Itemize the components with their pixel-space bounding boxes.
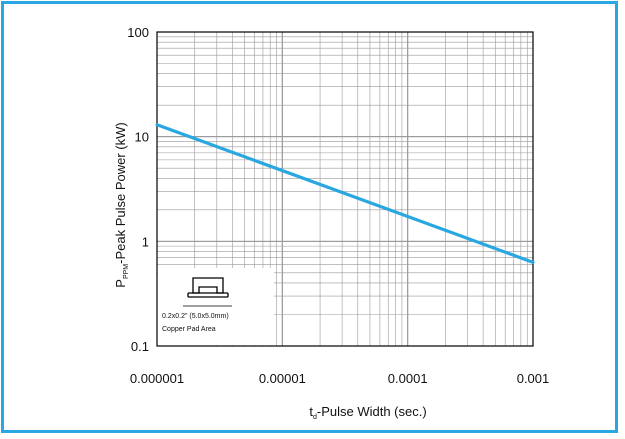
x-tick-label: 0.00001: [259, 371, 306, 386]
y-axis-label-main: P: [113, 279, 128, 288]
x-axis-label-rest: -Pulse Width (sec.): [317, 404, 427, 419]
pad-area-text: Copper Pad Area: [162, 326, 216, 333]
y-tick-label: 100: [127, 25, 149, 40]
pad-package-icon: [187, 277, 229, 298]
inset-background: [158, 268, 274, 345]
x-tick-label: 0.0001: [388, 371, 428, 386]
x-axis-label-sub: d: [313, 414, 317, 421]
chart-frame: [1, 1, 618, 433]
y-axis-label-rest: -Peak Pulse Power (kW): [113, 122, 128, 264]
y-tick-label: 1: [142, 234, 149, 249]
y-tick-label: 10: [135, 130, 149, 145]
y-tick-labels: 100 10 1 0.1: [127, 25, 149, 354]
y-axis-label: PPPM-Peak Pulse Power (kW): [113, 122, 130, 287]
y-tick-label: 0.1: [131, 339, 149, 354]
x-axis-label-main: t: [309, 404, 313, 419]
x-tick-label: 0.001: [517, 371, 550, 386]
x-tick-labels: 0.000001 0.00001 0.0001 0.001: [130, 371, 549, 386]
x-tick-label: 0.000001: [130, 371, 184, 386]
pad-size-text: 0.2x0.2" (5.0x5.0mm): [162, 313, 229, 320]
x-axis-label: td-Pulse Width (sec.): [309, 404, 426, 421]
series-line: [155, 123, 535, 264]
copper-pad-inset: 0.2x0.2" (5.0x5.0mm) Copper Pad Area: [158, 268, 274, 345]
plot-area: [156, 31, 534, 347]
y-axis-label-sub: PPM: [123, 264, 130, 279]
